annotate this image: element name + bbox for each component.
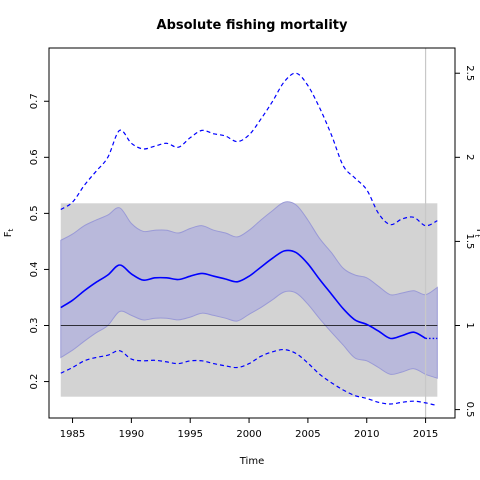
x-axis-label: Time [239, 456, 264, 467]
y2-tick-label: 2.5 [464, 65, 475, 81]
x-tick-label: 1995 [177, 429, 202, 440]
y-tick-label: 0.7 [29, 93, 40, 109]
y2-axis-label-main: F [474, 229, 480, 235]
series-lines-layer [60, 48, 438, 418]
x-tick-label: 2010 [354, 429, 379, 440]
y-tick-label: 0.5 [29, 205, 40, 221]
y-tick-label: 0.3 [29, 318, 40, 334]
x-tick-label: 2000 [236, 429, 261, 440]
y-tick-label: 0.4 [29, 261, 40, 277]
y2-tick-label: 1 [464, 322, 475, 328]
confidence-band [60, 201, 438, 379]
y2-tick-label: 2 [464, 154, 475, 160]
axes-layer: 1985 1990 1995 2000 2005 2010 2015 0.2 0.3 0.4 0.5… [29, 65, 475, 440]
y-tick-label: 0.6 [29, 149, 40, 165]
y-tick-label: 0.2 [29, 374, 40, 390]
y-axis-label-sub: t [7, 228, 15, 231]
plot-frame [48, 47, 456, 419]
lower-prediction-line [60, 348, 438, 407]
y-axis-label: Ft [3, 228, 15, 237]
y2-tick-label: 0.5 [464, 402, 475, 418]
y2-axis-label: Ft [473, 229, 480, 238]
x-tick-label: 1985 [60, 429, 85, 440]
y2-tick-label: 1.5 [464, 233, 475, 249]
x-tick-label: 2005 [295, 429, 320, 440]
estimate-line [60, 249, 426, 340]
confidence-band-layer [60, 201, 438, 379]
x-tick-label: 2015 [413, 429, 438, 440]
chart-title: Absolute fishing mortality [157, 18, 348, 33]
upper-prediction-line [60, 72, 438, 227]
x-tick-label: 1990 [119, 429, 144, 440]
y-axis-label-main: F [3, 231, 14, 237]
svg-text:Ft: Ft [3, 228, 15, 237]
y2-axis-label-sub: t [473, 235, 480, 238]
svg-text:Ft: Ft [473, 229, 480, 238]
